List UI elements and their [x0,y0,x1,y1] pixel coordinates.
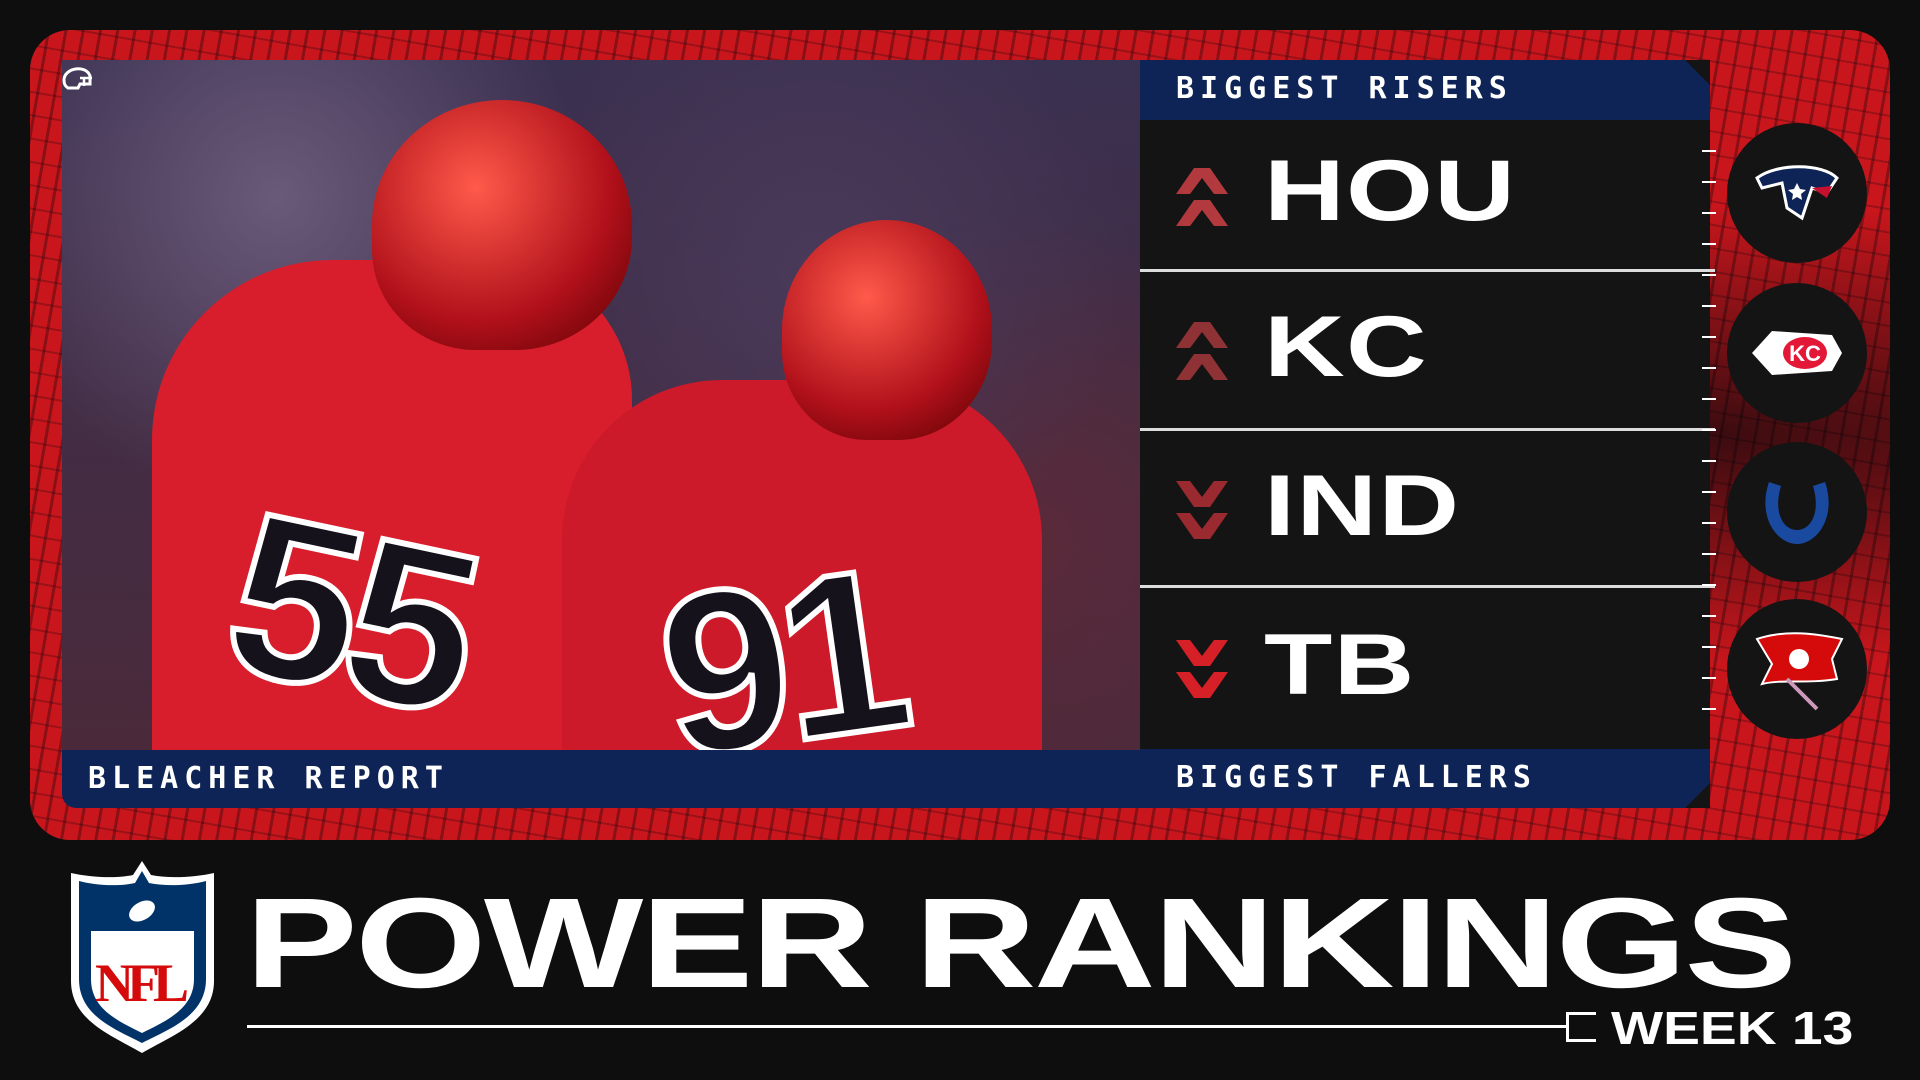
team-row-kc[interactable]: KC [1140,272,1715,431]
rankings-panel: BIGGEST RISERS HOU KC IND TB BIGGEST FAL… [1140,60,1715,808]
player-photo: 55 91 [62,60,1140,750]
tick-mark [1702,553,1716,555]
team-abbr: IND [1264,458,1461,554]
tick-mark [1702,646,1716,648]
tick-mark [1702,460,1716,462]
brand-label: BLEACHER REPORT [88,761,449,796]
tick-mark [1702,212,1716,214]
buccaneers-logo [1727,599,1867,739]
team-row-ind[interactable]: IND [1140,431,1715,588]
tick-mark [1702,584,1716,586]
jersey-number: 91 [642,516,917,750]
risers-title: BIGGEST RISERS [1176,71,1513,106]
tick-mark [1702,708,1716,710]
arrow-down-icon [1176,640,1228,698]
colts-logo [1727,442,1867,582]
tick-mark [1702,491,1716,493]
chiefs-logo: KC [1727,283,1867,423]
player-91-helmet [782,220,992,440]
team-abbr: TB [1264,617,1416,713]
tick-mark [1702,305,1716,307]
svg-text:KC: KC [1789,341,1821,366]
fallers-title: BIGGEST FALLERS [1176,760,1537,795]
tick-mark [1702,150,1716,152]
brand-banner: BLEACHER REPORT [62,750,1140,808]
tick-mark [1702,367,1716,369]
tick-mark [1702,336,1716,338]
team-row-tb[interactable]: TB [1140,588,1715,749]
fallers-footer: BIGGEST FALLERS [1140,749,1710,808]
week-label: WEEK 13 [1611,1002,1854,1054]
team-row-hou[interactable]: HOU [1140,120,1715,272]
tick-mark [1702,243,1716,245]
tick-mark [1702,677,1716,679]
tick-mark [1702,181,1716,183]
risers-header: BIGGEST RISERS [1140,60,1710,120]
arrow-up-icon [1176,168,1228,226]
nfl-shield-logo: NFL [71,861,214,1053]
tick-mark [1702,522,1716,524]
divider-line [247,1025,1567,1028]
page-title: POWER RANKINGS [245,872,1797,1015]
tick-mark [1702,615,1716,617]
player-91-body [562,380,1042,750]
svg-text:NFL: NFL [95,953,189,1013]
player-55-helmet [372,100,632,350]
bracket-decoration [1566,1012,1596,1042]
helmet-icon [62,67,92,90]
team-abbr: HOU [1264,143,1517,239]
texans-logo [1727,123,1867,263]
arrow-up-icon [1176,322,1228,380]
tick-mark [1702,274,1716,276]
arrow-down-icon [1176,481,1228,539]
tick-mark [1702,429,1716,431]
tick-mark [1702,398,1716,400]
team-abbr: KC [1264,299,1429,395]
